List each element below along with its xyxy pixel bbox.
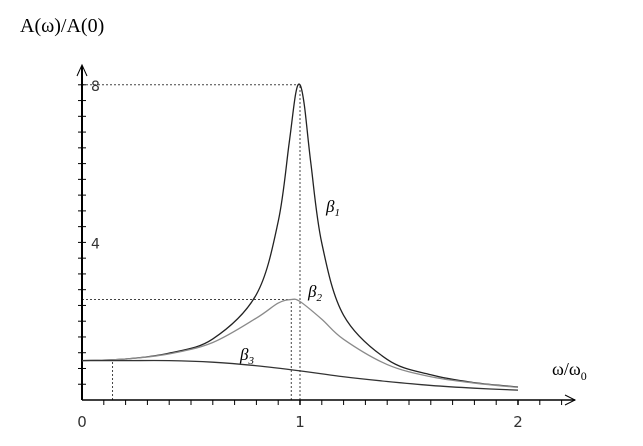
- x-axis-arrow-icon: [564, 394, 577, 406]
- curves: [81, 83, 519, 391]
- series-β2-line: [81, 298, 519, 389]
- series-label-β2: β2: [307, 282, 322, 304]
- x-axis-label: ω/ω0: [552, 359, 587, 383]
- series-β3-line: [81, 359, 519, 391]
- x-tick-label: 0: [77, 413, 87, 431]
- x-tick-label: 2: [513, 413, 523, 431]
- reference-lines: [82, 84, 301, 400]
- y-tick-label: 4: [91, 236, 100, 252]
- y-axis-label: A(ω)/A(0): [20, 15, 104, 37]
- axes: 0 1 2 4 8: [76, 63, 577, 431]
- y-tick-label: 8: [91, 79, 100, 95]
- series-label-β1: β1: [325, 197, 340, 219]
- series-label-β3: β3: [239, 345, 254, 367]
- labels: A(ω)/A(0) ω/ω0 β1 β2 β3: [20, 15, 587, 383]
- y-axis-arrow-icon: [76, 63, 88, 77]
- x-tick-label: 1: [295, 413, 305, 431]
- series-β1-line: [81, 83, 519, 388]
